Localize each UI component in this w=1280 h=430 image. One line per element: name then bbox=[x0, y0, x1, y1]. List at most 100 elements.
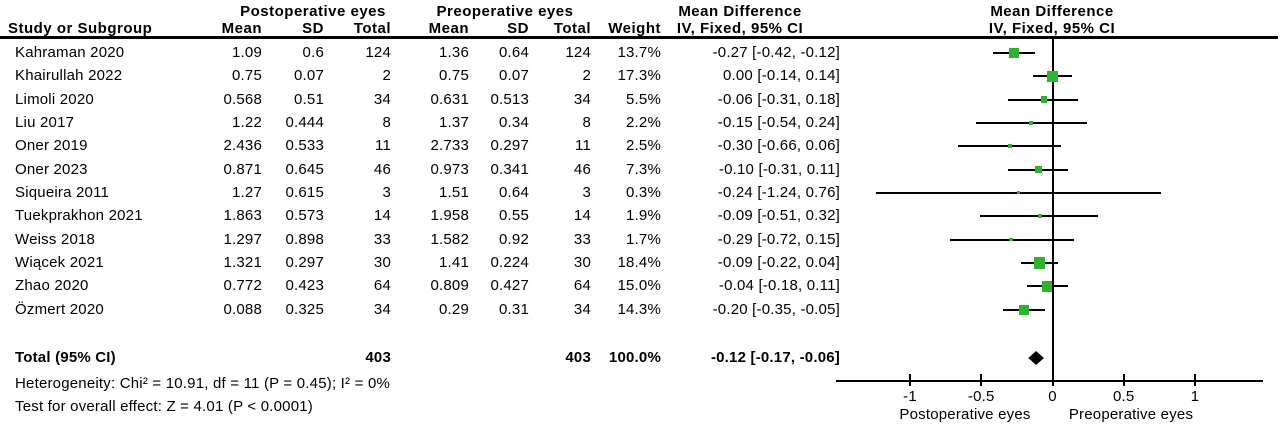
post-sd-cell: 0.533 bbox=[285, 137, 324, 155]
x-axis-tick-label: 1 bbox=[1190, 388, 1200, 405]
post-sd-cell: 0.615 bbox=[285, 183, 324, 201]
x-axis-tick-label: 0.5 bbox=[1113, 388, 1135, 405]
study-name: Tuekprakhon 2021 bbox=[15, 207, 143, 225]
x-axis-tick bbox=[1122, 374, 1125, 386]
ci-text-cell: -0.24 [-1.24, 0.76] bbox=[717, 183, 840, 201]
post-sd-cell: 0.645 bbox=[285, 160, 324, 178]
pre-mean-cell: 0.631 bbox=[430, 90, 469, 108]
post-total-cell: 30 bbox=[373, 253, 391, 271]
ci-text-cell: -0.30 [-0.66, 0.06] bbox=[717, 137, 840, 155]
post-mean-cell: 1.863 bbox=[223, 207, 262, 225]
pre-mean-cell: 1.41 bbox=[439, 253, 469, 271]
header-divider-line bbox=[0, 36, 1278, 39]
axis-label-left-favours: Postoperative eyes bbox=[899, 406, 1031, 423]
pre-sd-cell: 0.92 bbox=[499, 230, 529, 248]
overall-effect-note: Test for overall effect: Z = 4.01 (P < 0… bbox=[15, 398, 313, 415]
pre-total-cell: 34 bbox=[573, 90, 591, 108]
post-sd-cell: 0.297 bbox=[285, 253, 324, 271]
effect-square bbox=[1018, 304, 1030, 315]
column-header-ci-text: IV, Fixed, 95% CI bbox=[676, 20, 804, 37]
post-mean-cell: 0.871 bbox=[223, 160, 262, 178]
pre-sd-cell: 0.55 bbox=[499, 207, 529, 225]
pre-sd-cell: 0.34 bbox=[499, 113, 529, 131]
post-sd-cell: 0.6 bbox=[302, 44, 324, 61]
pre-mean-cell: 0.29 bbox=[439, 300, 469, 318]
study-name: Siqueira 2011 bbox=[15, 183, 110, 201]
weight-cell: 18.4% bbox=[617, 253, 661, 271]
weight-cell: 0.3% bbox=[626, 183, 661, 201]
study-name: Liu 2017 bbox=[15, 113, 75, 131]
x-axis-tick-label: -1 bbox=[903, 388, 917, 405]
effect-square bbox=[1034, 166, 1042, 174]
pre-sd-cell: 0.31 bbox=[499, 300, 529, 318]
pre-total-cell: 30 bbox=[573, 253, 591, 271]
post-mean-cell: 1.297 bbox=[223, 230, 262, 248]
study-name: Oner 2023 bbox=[15, 160, 88, 178]
column-group-preoperative: Preoperative eyes bbox=[436, 3, 574, 20]
pre-sd-cell: 0.513 bbox=[490, 90, 529, 108]
pre-total-cell: 8 bbox=[582, 113, 591, 131]
post-mean-cell: 0.088 bbox=[223, 300, 262, 318]
ci-text-cell: -0.09 [-0.22, 0.04] bbox=[717, 253, 840, 271]
pre-mean-cell: 0.809 bbox=[430, 277, 469, 295]
pre-total-cell: 11 bbox=[575, 137, 591, 155]
post-mean-cell: 0.568 bbox=[223, 90, 262, 108]
ci-text-cell: -0.09 [-0.51, 0.32] bbox=[717, 207, 840, 225]
pre-mean-cell: 0.75 bbox=[439, 67, 469, 85]
pre-total-cell: 33 bbox=[573, 230, 591, 248]
pre-mean-cell: 0.973 bbox=[430, 160, 469, 178]
post-sd-cell: 0.423 bbox=[285, 277, 324, 295]
weight-cell: 1.9% bbox=[626, 207, 661, 225]
effect-square bbox=[1037, 214, 1042, 219]
column-header-post-sd: SD bbox=[302, 20, 324, 37]
plot-subtitle-ci: IV, Fixed, 95% CI bbox=[988, 20, 1116, 37]
weight-cell: 7.3% bbox=[626, 160, 661, 178]
x-axis-tick bbox=[909, 374, 911, 386]
total-weight: 100.0% bbox=[608, 349, 661, 366]
study-name: Zhao 2020 bbox=[15, 277, 89, 295]
post-mean-cell: 1.321 bbox=[223, 253, 262, 271]
weight-cell: 13.7% bbox=[617, 44, 661, 61]
pooled-effect-diamond bbox=[1028, 351, 1044, 365]
post-mean-cell: 0.772 bbox=[223, 277, 262, 295]
post-mean-cell: 1.22 bbox=[232, 113, 262, 131]
post-total-cell: 34 bbox=[373, 90, 391, 108]
axis-label-right-favours: Preoperative eyes bbox=[1068, 406, 1194, 423]
column-group-postoperative: Postoperative eyes bbox=[240, 3, 386, 20]
x-axis-tick-label: 0 bbox=[1048, 388, 1057, 405]
post-total-cell: 34 bbox=[373, 300, 391, 318]
pre-sd-cell: 0.07 bbox=[499, 67, 529, 85]
pre-sd-cell: 0.341 bbox=[490, 160, 529, 178]
pre-total-cell: 2 bbox=[582, 67, 591, 85]
post-total-cell: 14 bbox=[373, 207, 391, 225]
pre-total-cell: 14 bbox=[573, 207, 591, 225]
post-total-cell: 11 bbox=[375, 137, 391, 155]
pre-mean-cell: 2.733 bbox=[430, 137, 469, 155]
column-header-weight: Weight bbox=[608, 20, 661, 37]
pre-total-cell: 124 bbox=[565, 44, 591, 61]
post-mean-cell: 0.75 bbox=[232, 67, 262, 85]
post-total-cell: 124 bbox=[365, 44, 391, 61]
weight-cell: 14.3% bbox=[617, 300, 661, 318]
weight-cell: 15.0% bbox=[617, 277, 661, 295]
post-mean-cell: 1.09 bbox=[232, 44, 262, 61]
pre-sd-cell: 0.64 bbox=[499, 183, 529, 201]
pre-mean-cell: 1.37 bbox=[439, 113, 469, 131]
study-name: Wiącek 2021 bbox=[15, 253, 104, 271]
post-total-cell: 8 bbox=[382, 113, 391, 131]
pre-sd-cell: 0.64 bbox=[499, 44, 529, 61]
post-total-cell: 2 bbox=[382, 67, 391, 85]
weight-cell: 2.2% bbox=[626, 113, 661, 131]
post-total-cell: 3 bbox=[382, 183, 391, 201]
x-axis-tick bbox=[1194, 374, 1196, 386]
post-sd-cell: 0.325 bbox=[285, 300, 324, 318]
pre-mean-cell: 1.51 bbox=[439, 183, 469, 201]
x-axis-tick-label: -0.5 bbox=[967, 388, 995, 405]
ci-text-cell: -0.15 [-0.54, 0.24] bbox=[717, 113, 840, 131]
pre-mean-cell: 1.36 bbox=[439, 44, 469, 61]
ci-text-cell: 0.00 [-0.14, 0.14] bbox=[722, 67, 840, 85]
post-mean-cell: 1.27 bbox=[232, 183, 262, 201]
post-sd-cell: 0.07 bbox=[294, 67, 324, 85]
column-header-pre-total: Total bbox=[553, 20, 591, 37]
x-axis-tick bbox=[980, 374, 983, 386]
